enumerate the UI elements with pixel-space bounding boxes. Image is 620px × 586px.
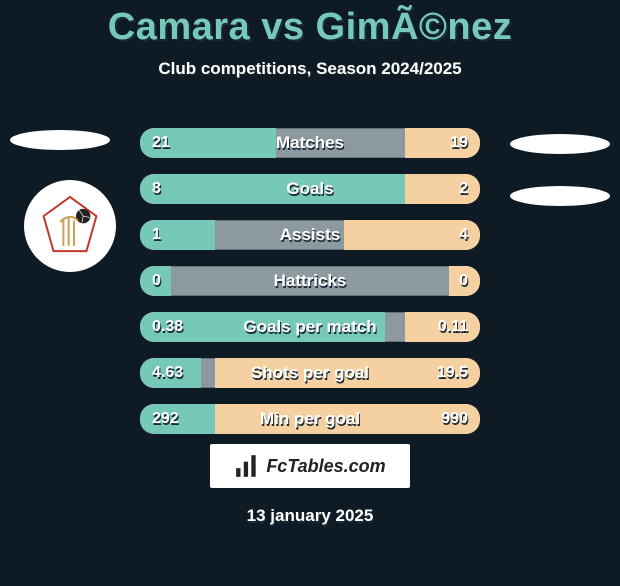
- row-value-right: 4: [459, 220, 468, 250]
- row-label: Hattricks: [140, 266, 480, 296]
- club-badge: [24, 180, 116, 272]
- row-value-left: 0.38: [152, 312, 183, 342]
- row-goals: Goals 8 2: [140, 174, 480, 204]
- row-goals-per-match: Goals per match 0.38 0.11: [140, 312, 480, 342]
- row-hattricks: Hattricks 0 0: [140, 266, 480, 296]
- row-value-right: 2: [459, 174, 468, 204]
- row-value-left: 292: [152, 404, 179, 434]
- brand-badge: FcTables.com: [210, 444, 410, 488]
- comparison-rows: Matches 21 19 Goals 8 2 Assists 1 4 Hatt…: [140, 128, 480, 450]
- row-value-left: 0: [152, 266, 161, 296]
- player-right-ellipse-2: [510, 186, 610, 206]
- brand-text: FcTables.com: [266, 456, 385, 477]
- row-value-right: 990: [441, 404, 468, 434]
- row-label: Min per goal: [140, 404, 480, 434]
- row-value-left: 4.63: [152, 358, 183, 388]
- row-value-right: 0: [459, 266, 468, 296]
- row-value-right: 19: [450, 128, 468, 158]
- page-title: Camara vs GimÃ©nez: [0, 6, 620, 49]
- row-label: Goals: [140, 174, 480, 204]
- row-assists: Assists 1 4: [140, 220, 480, 250]
- row-matches: Matches 21 19: [140, 128, 480, 158]
- row-min-per-goal: Min per goal 292 990: [140, 404, 480, 434]
- row-value-left: 21: [152, 128, 170, 158]
- row-value-left: 8: [152, 174, 161, 204]
- row-label: Matches: [140, 128, 480, 158]
- row-value-right: 0.11: [438, 312, 468, 342]
- page-subtitle: Club competitions, Season 2024/2025: [0, 59, 620, 79]
- row-label: Shots per goal: [140, 358, 480, 388]
- chart-bars-icon: [234, 453, 260, 479]
- row-value-left: 1: [152, 220, 161, 250]
- row-label: Assists: [140, 220, 480, 250]
- row-value-right: 19.5: [437, 358, 468, 388]
- row-label: Goals per match: [140, 312, 480, 342]
- player-right-ellipse-1: [510, 134, 610, 154]
- footer-date: 13 january 2025: [0, 506, 620, 526]
- club-badge-icon: [37, 193, 103, 259]
- row-shots-per-goal: Shots per goal 4.63 19.5: [140, 358, 480, 388]
- player-left-ellipse: [10, 130, 110, 150]
